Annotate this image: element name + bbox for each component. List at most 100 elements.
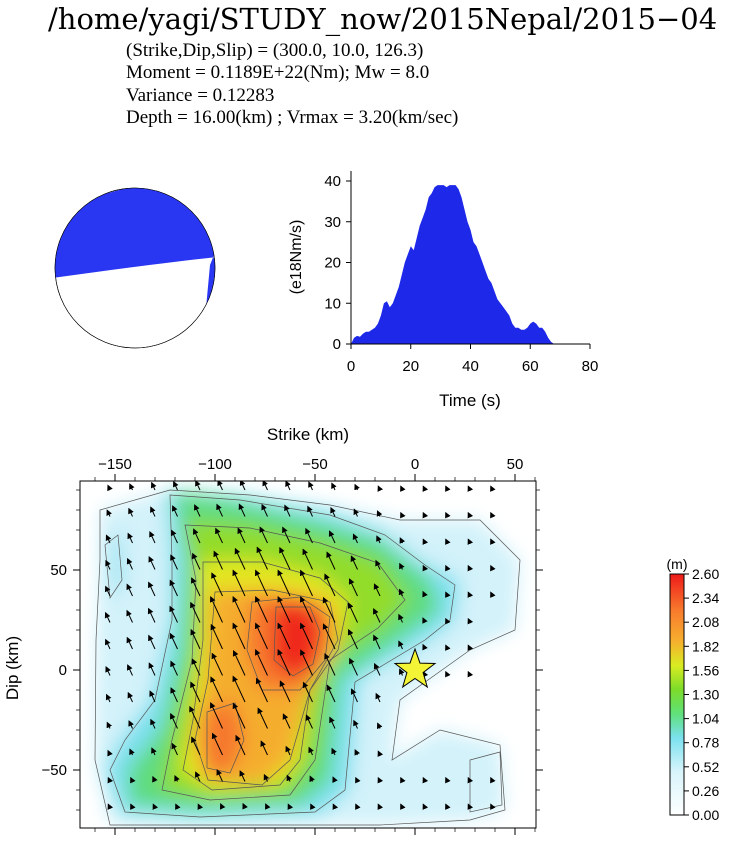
slip-vector [129, 483, 135, 491]
slip-vector [332, 803, 339, 811]
strike-tick-label: 50 [507, 456, 524, 473]
dip-tick-label: 0 [59, 662, 67, 679]
slip-vector [262, 481, 268, 491]
stf-y-tick-label: 40 [324, 173, 341, 190]
slip-vector [130, 803, 136, 811]
slip-vector [285, 481, 291, 491]
slip-vector [324, 573, 336, 597]
slip-vector [490, 485, 496, 493]
slip-vector [445, 564, 451, 572]
slip-vector [216, 503, 223, 517]
colorbar-label: 2.60 [692, 566, 719, 582]
slip-vector [189, 705, 201, 729]
slip-vector [211, 572, 223, 597]
slip-vector [490, 564, 496, 572]
slip-vector [232, 675, 246, 703]
slip-vector [129, 748, 135, 756]
slip-vector [422, 803, 429, 811]
slip-vector [277, 569, 291, 597]
slip-vector [148, 556, 156, 570]
slip-vector [400, 485, 406, 493]
slip-vector [217, 481, 223, 491]
stf-x-label: Time (s) [439, 391, 501, 410]
slip-vector [170, 660, 178, 676]
slip-vector [490, 776, 496, 784]
slip-vector [422, 590, 428, 598]
slip-vector [105, 666, 111, 676]
slip-vector [373, 634, 381, 650]
slip-vector [169, 579, 178, 597]
slip-colorbar: (m) 2.60 2.34 2.08 1.82 1.56 1.30 1.04 0.78 0.52… [667, 556, 720, 823]
stf-y-tick-label: 10 [324, 295, 341, 312]
slip-vector [105, 638, 111, 650]
dip-tick-label: −50 [42, 762, 67, 779]
slip-vector [398, 668, 405, 676]
slip-vector [190, 681, 201, 703]
slip-vector [467, 511, 474, 519]
slip-vector [377, 750, 384, 758]
dip-axis-title: Dip (km) [3, 636, 22, 700]
slip-vector [309, 775, 315, 783]
slip-vector [467, 591, 474, 599]
slip-vector [261, 503, 268, 517]
slip-vector [400, 803, 406, 811]
colorbar-label: 0.26 [692, 783, 719, 799]
slip-map: Strike (km) [3, 425, 543, 835]
slip-vector [445, 511, 451, 519]
slip-vector [195, 481, 201, 491]
slip-vector [173, 481, 179, 491]
strike-axis-title: Strike (km) [267, 425, 349, 444]
slip-vector [373, 583, 381, 597]
stf-x-tick-label: 80 [582, 358, 599, 375]
slip-vector [107, 803, 114, 811]
slip-vector [467, 617, 474, 625]
slip-vector [210, 702, 223, 729]
slip-vector [375, 692, 381, 703]
slip-vector [255, 596, 268, 623]
slip-vector [104, 611, 111, 623]
slip-vector [308, 746, 314, 756]
slip-vector [331, 482, 337, 491]
slip-vector [277, 596, 291, 623]
slip-vector [127, 532, 133, 544]
slip-vector [126, 557, 133, 570]
slip-vector [171, 529, 178, 544]
slip-vector [467, 803, 474, 811]
stf-x-tick-label: 20 [402, 358, 419, 375]
slip-vector [169, 605, 178, 623]
colorbar-label: 1.04 [692, 711, 719, 727]
slip-vector [257, 707, 268, 729]
depth-line: Depth = 16.00(km) ; Vrmax = 3.20(km/sec) [126, 107, 459, 128]
slip-vector [331, 747, 337, 756]
slip-vector [373, 662, 381, 676]
slip-vector [152, 775, 158, 783]
stf-chart: 0 20 40 60 80 0 10 20 30 40 Time (s) (e18Nm/s) [288, 171, 598, 410]
strike-tick-label: −100 [198, 456, 232, 473]
slip-vector [232, 596, 246, 623]
slip-vector [234, 547, 246, 570]
slip-vector [107, 776, 114, 784]
slip-vector [354, 483, 360, 491]
slip-vector [353, 508, 360, 517]
slip-vector [445, 485, 451, 493]
slip-vector [445, 776, 451, 784]
slip-vector [210, 596, 223, 623]
slip-vector [211, 732, 223, 756]
slip-vector [239, 481, 246, 491]
slip-vector [152, 803, 159, 811]
slip-vector [354, 749, 360, 756]
colorbar-label: 0.52 [692, 759, 719, 775]
colorbar-label: 2.34 [692, 590, 719, 606]
stf-x-tick-label: 40 [462, 358, 479, 375]
slip-vector [467, 670, 474, 678]
slip-vector [422, 538, 429, 546]
slip-vector [170, 687, 178, 703]
slip-contours [94, 489, 521, 826]
slip-vector [467, 485, 474, 493]
slip-vector [210, 676, 223, 703]
slip-vector [324, 653, 336, 676]
slip-vector [300, 569, 313, 597]
slip-vector [445, 644, 451, 652]
slip-vector [149, 531, 156, 544]
